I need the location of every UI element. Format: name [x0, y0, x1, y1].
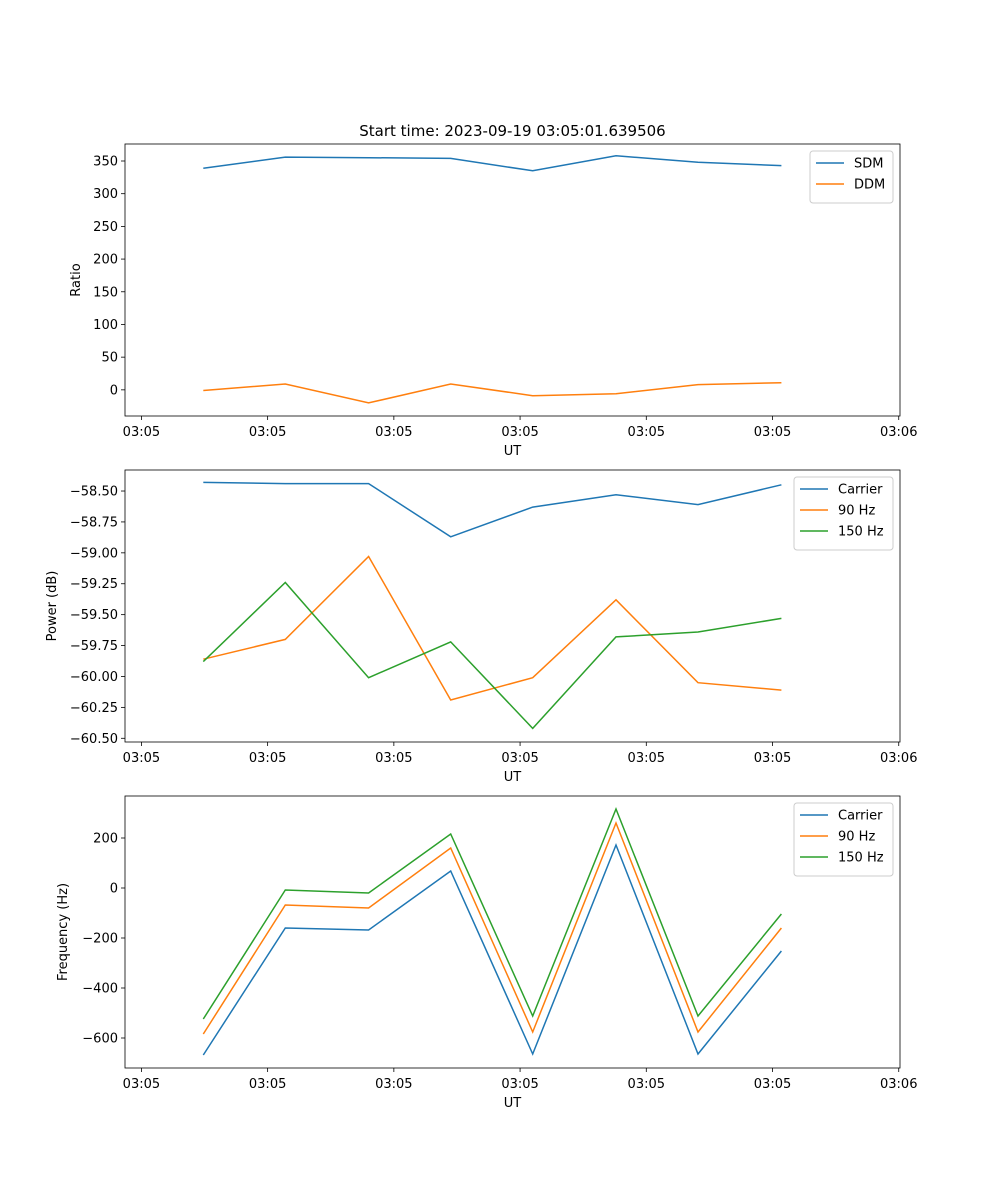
series-line-90-hz — [203, 555, 782, 701]
y-tick-label: 250 — [93, 220, 118, 235]
x-tick-label: 03:06 — [880, 425, 917, 440]
x-axis-label: UT — [504, 1096, 522, 1111]
y-tick-label: −59.25 — [70, 577, 118, 592]
legend-label: Carrier — [838, 483, 883, 498]
y-tick-label: −60.25 — [70, 701, 118, 716]
y-tick-label: −60.50 — [70, 732, 118, 747]
x-tick-label: 03:05 — [249, 1077, 286, 1092]
y-tick-label: 0 — [110, 383, 118, 398]
legend-label: 150 Hz — [838, 525, 884, 540]
subplot-1: 03:05 03:05 03:05 03:05 03:05 03:05 03:06 0 50 10… — [69, 122, 917, 459]
y-tick-label: 150 — [93, 285, 118, 300]
y-tick-label: −59.00 — [70, 546, 118, 561]
x-tick-label: 03:05 — [754, 425, 791, 440]
y-axis-label: Frequency (Hz) — [56, 883, 71, 981]
x-tick-label: 03:05 — [501, 425, 538, 440]
x-tick-label: 03:05 — [249, 425, 286, 440]
x-tick-label: 03:05 — [375, 751, 412, 766]
x-tick-label: 03:05 — [249, 751, 286, 766]
x-tick-label: 03:06 — [880, 1077, 917, 1092]
y-tick-label: −400 — [82, 982, 118, 997]
legend-label: 90 Hz — [838, 504, 875, 519]
series-line-150-hz — [202, 581, 782, 730]
y-tick-label: −59.50 — [70, 608, 118, 623]
x-tick-label: 03:05 — [754, 751, 791, 766]
chart-title: Start time: 2023-09-19 03:05:01.639506 — [359, 122, 665, 140]
axes-frame — [124, 469, 901, 743]
series-line-sdm — [203, 155, 782, 172]
legend-label: SDM — [854, 157, 883, 172]
y-tick-label: −600 — [82, 1032, 118, 1047]
x-tick-label: 03:05 — [123, 425, 160, 440]
x-axis-label: UT — [504, 444, 522, 459]
legend: Carrier 90 Hz 150 Hz — [793, 476, 894, 551]
x-tick-label: 03:05 — [628, 425, 665, 440]
y-tick-label: −59.75 — [70, 639, 118, 654]
y-tick-label: −60.00 — [70, 670, 118, 685]
y-tick-label: −58.75 — [70, 515, 118, 530]
series-line-150-hz — [202, 806, 782, 1020]
series-line-ddm — [203, 381, 782, 404]
y-tick-label: −200 — [82, 932, 118, 947]
x-tick-label: 03:05 — [501, 1077, 538, 1092]
legend-label: 150 Hz — [838, 851, 884, 866]
series-line-90-hz — [202, 820, 782, 1035]
x-tick-label: 03:05 — [123, 1077, 160, 1092]
x-tick-label: 03:05 — [375, 1077, 412, 1092]
y-tick-label: −58.50 — [70, 485, 118, 500]
x-tick-label: 03:05 — [628, 751, 665, 766]
series-line-carrier — [203, 481, 782, 538]
y-tick-label: 50 — [101, 351, 118, 366]
x-axis-label: UT — [504, 770, 522, 785]
legend-label: Carrier — [838, 809, 883, 824]
legend-label: DDM — [854, 178, 885, 193]
legend-box — [809, 150, 894, 204]
subplot-2: 03:05 03:05 03:05 03:05 03:05 03:05 03:06 −58.5… — [45, 469, 917, 785]
subplot-3: 03:05 03:05 03:05 03:05 03:05 03:05 03:06 −600 −… — [56, 795, 917, 1111]
y-axis-label: Ratio — [69, 263, 84, 296]
x-tick-label: 03:06 — [880, 751, 917, 766]
axes-frame — [124, 143, 901, 417]
x-tick-label: 03:05 — [123, 751, 160, 766]
x-tick-label: 03:05 — [754, 1077, 791, 1092]
legend: SDM DDM — [809, 150, 894, 204]
y-tick-label: 200 — [93, 253, 118, 268]
y-axis-label: Power (dB) — [45, 571, 60, 642]
x-tick-label: 03:05 — [628, 1077, 665, 1092]
y-tick-label: 350 — [93, 155, 118, 170]
y-tick-label: 200 — [93, 832, 118, 847]
y-tick-label: 0 — [110, 882, 118, 897]
legend: Carrier 90 Hz 150 Hz — [793, 802, 894, 877]
x-tick-label: 03:05 — [501, 751, 538, 766]
y-tick-label: 300 — [93, 187, 118, 202]
y-tick-label: 100 — [93, 318, 118, 333]
series-line-carrier — [202, 842, 782, 1056]
x-tick-label: 03:05 — [375, 425, 412, 440]
legend-label: 90 Hz — [838, 830, 875, 845]
axes-frame — [124, 795, 901, 1069]
